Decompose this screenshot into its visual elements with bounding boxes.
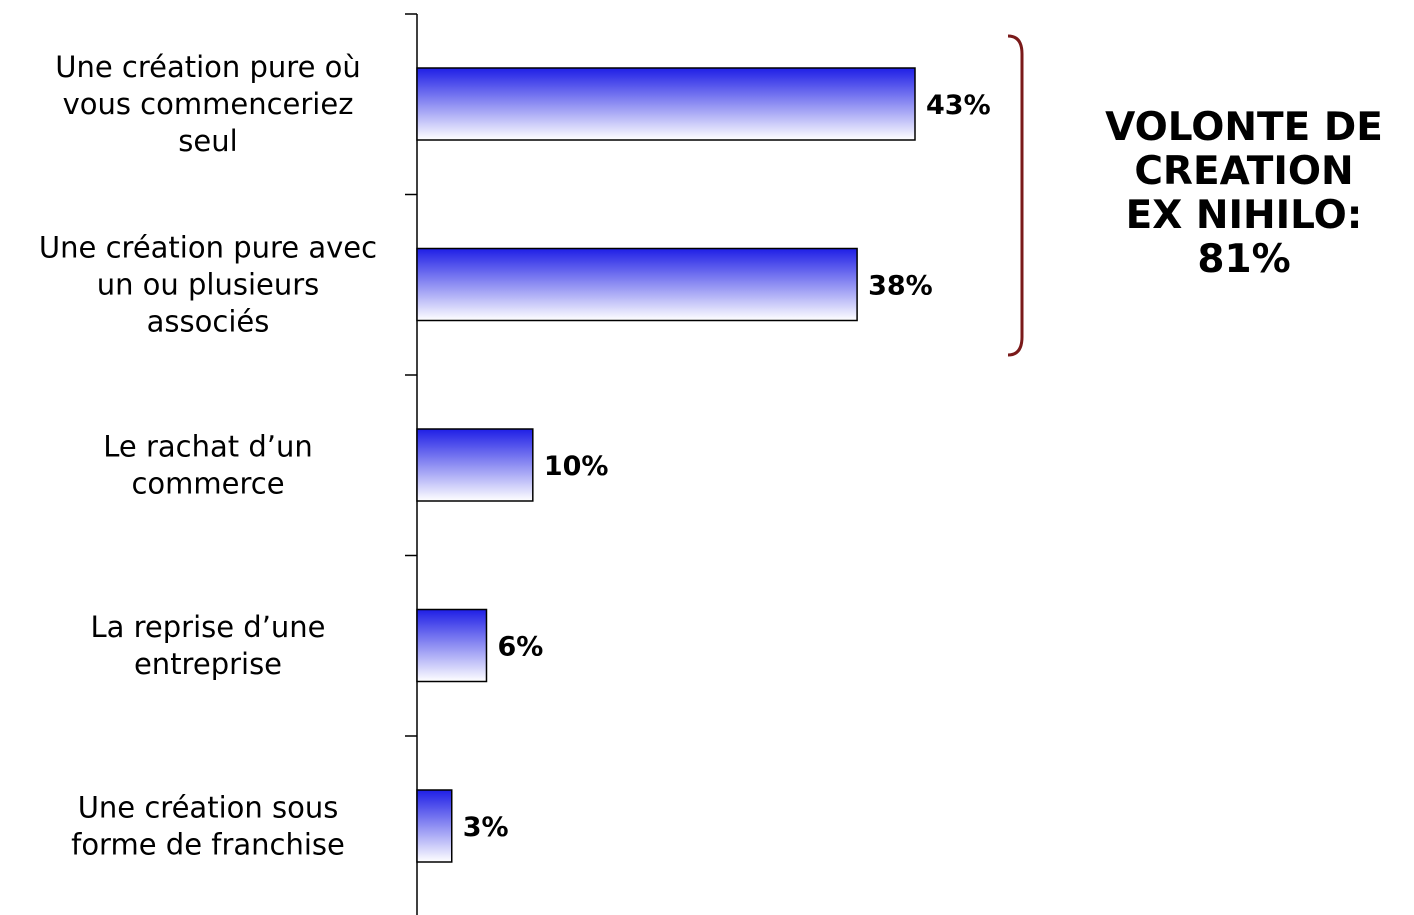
value-label-3: 10% [544, 451, 609, 482]
value-label-4: 6% [497, 632, 543, 663]
category-label-1: Une création pure où vous commenceriez seu… [55, 50, 361, 158]
y-axis-ticks [405, 13, 417, 737]
category-label-line: vous commenceriez [63, 87, 354, 121]
annotation-line: CREATION [1134, 149, 1353, 194]
category-label-line: Une création pure avec [39, 231, 377, 265]
category-label-line: forme de franchise [71, 828, 345, 862]
bracket [1007, 34, 1024, 357]
annotation-line: 81% [1197, 237, 1290, 282]
bar-3 [416, 428, 534, 502]
value-labels: 43% 38% 10% 6% 3% [463, 90, 991, 843]
category-label-line: entreprise [134, 647, 282, 681]
value-label-2: 38% [868, 271, 933, 302]
category-labels: Une création pure où vous commenceriez seu… [39, 50, 377, 862]
bar-5 [416, 789, 453, 863]
category-label-line: Une création sous [78, 791, 339, 825]
category-label-3: Le rachat d’un commerce [103, 430, 312, 501]
category-label-5: Une création sous forme de franchise [71, 791, 345, 862]
value-label-5: 3% [463, 812, 509, 843]
category-label-line: seul [178, 124, 237, 158]
category-label-line: un ou plusieurs [97, 268, 320, 302]
category-label-line: commerce [131, 467, 284, 501]
category-label-line: La reprise d’une [90, 610, 325, 644]
annotation-text: VOLONTE DE CREATION EX NIHILO: 81% [1105, 105, 1383, 282]
category-label-2: Une création pure avec un ou plusieurs ass… [39, 231, 377, 339]
category-label-line: Le rachat d’un [103, 430, 312, 464]
annotation-line: VOLONTE DE [1105, 105, 1383, 150]
bar-2 [416, 247, 858, 322]
value-label-1: 43% [926, 90, 991, 121]
bars-group [416, 67, 916, 863]
bar-1 [416, 67, 916, 141]
category-label-line: Une création pure où [55, 50, 361, 84]
category-label-4: La reprise d’une entreprise [90, 610, 325, 681]
category-label-line: associés [147, 305, 270, 339]
annotation-line: EX NIHILO: [1126, 193, 1363, 238]
bar-4 [416, 608, 488, 683]
